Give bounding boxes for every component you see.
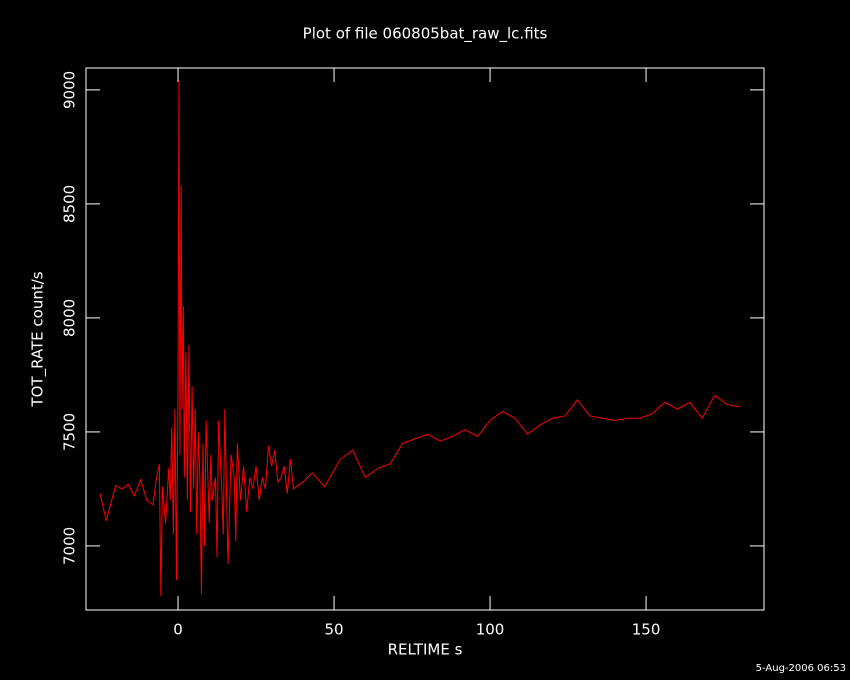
timestamp: 5-Aug-2006 06:53 — [756, 663, 846, 674]
x-tick-label: 100 — [476, 621, 505, 639]
y-tick-label: 8500 — [61, 185, 79, 223]
y-axis-label: TOT_RATE count/s — [29, 271, 48, 407]
y-tick-label: 7500 — [61, 413, 79, 451]
plot-frame — [85, 67, 765, 611]
y-tick-label: 7000 — [61, 527, 79, 565]
data-line — [99, 80, 740, 597]
x-tick-label: 50 — [325, 621, 344, 639]
x-axis-label: RELTIME s — [388, 641, 463, 659]
y-tick-label: 8000 — [61, 299, 79, 337]
x-tick-label: 0 — [173, 621, 183, 639]
y-tick-label: 9000 — [61, 71, 79, 109]
x-tick-label: 150 — [632, 621, 661, 639]
chart-title: Plot of file 060805bat_raw_lc.fits — [303, 25, 548, 44]
